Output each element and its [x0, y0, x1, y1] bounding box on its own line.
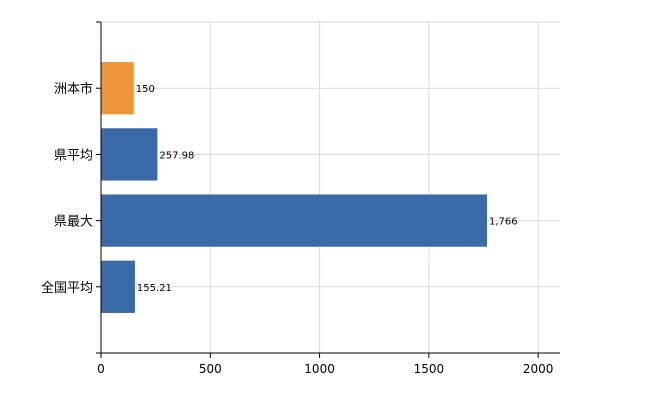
- x-tick-label: 1000: [304, 362, 335, 376]
- axis-layer: [96, 21, 560, 358]
- category-label: 全国平均: [41, 280, 93, 296]
- data-label: 150: [136, 84, 155, 95]
- bar-layer: [101, 62, 487, 313]
- category-label: 県平均: [54, 148, 93, 163]
- bar: [101, 128, 158, 181]
- category-label: 洲本市: [54, 81, 93, 97]
- grid-layer: [101, 21, 560, 353]
- data-label: 155.21: [137, 283, 172, 294]
- category-label: 県最大: [54, 215, 93, 230]
- bar: [101, 194, 487, 247]
- x-tick-label: 2000: [523, 362, 554, 376]
- data-label: 1,766: [489, 217, 518, 228]
- x-tick-label: 0: [97, 362, 105, 376]
- data-label: 257.98: [159, 150, 194, 161]
- x-tick-label: 500: [199, 362, 222, 376]
- x-tick-label: 1500: [414, 362, 445, 376]
- bar: [101, 260, 135, 313]
- bar: [101, 62, 134, 115]
